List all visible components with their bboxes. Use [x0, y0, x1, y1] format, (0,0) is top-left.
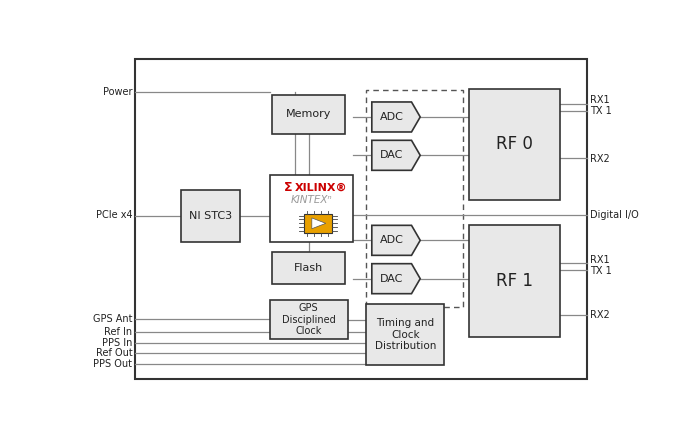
- FancyBboxPatch shape: [468, 89, 560, 200]
- Text: ADC: ADC: [380, 236, 404, 246]
- FancyBboxPatch shape: [269, 301, 348, 339]
- Polygon shape: [312, 218, 325, 229]
- Text: DAC: DAC: [380, 274, 403, 284]
- Text: RX2: RX2: [590, 310, 609, 320]
- Text: DAC: DAC: [380, 150, 403, 160]
- Text: RF 0: RF 0: [496, 136, 533, 153]
- Text: GPS Ant: GPS Ant: [93, 313, 133, 324]
- Text: RF 1: RF 1: [496, 272, 533, 290]
- FancyBboxPatch shape: [181, 191, 240, 242]
- FancyBboxPatch shape: [304, 213, 332, 233]
- Text: KINTEXⁿ: KINTEXⁿ: [291, 195, 332, 205]
- Text: Σ: Σ: [284, 181, 292, 194]
- Text: GPS
Disciplined
Clock: GPS Disciplined Clock: [282, 303, 335, 336]
- Text: NI STC3: NI STC3: [189, 211, 232, 221]
- Text: PPS Out: PPS Out: [94, 359, 133, 369]
- Text: Flash: Flash: [294, 263, 323, 273]
- Text: RX1
TX 1: RX1 TX 1: [590, 94, 611, 116]
- Text: Power: Power: [103, 87, 133, 97]
- Text: Timing and
Clock
Distribution: Timing and Clock Distribution: [375, 318, 436, 351]
- FancyBboxPatch shape: [272, 95, 345, 134]
- Text: Ref In: Ref In: [104, 327, 133, 337]
- Text: PCIe x4: PCIe x4: [96, 210, 133, 220]
- Polygon shape: [372, 102, 420, 132]
- FancyBboxPatch shape: [366, 304, 444, 365]
- Text: PPS In: PPS In: [102, 338, 133, 348]
- Text: RX1
TX 1: RX1 TX 1: [590, 255, 611, 276]
- Text: Ref Out: Ref Out: [96, 349, 133, 359]
- Polygon shape: [372, 264, 420, 294]
- FancyBboxPatch shape: [272, 252, 345, 284]
- Text: Digital I/O: Digital I/O: [590, 210, 638, 220]
- FancyBboxPatch shape: [269, 175, 353, 242]
- Text: XILINX®: XILINX®: [295, 182, 348, 192]
- FancyBboxPatch shape: [468, 225, 560, 337]
- FancyBboxPatch shape: [135, 58, 587, 379]
- Text: RX2: RX2: [590, 154, 609, 164]
- Polygon shape: [372, 225, 420, 255]
- Text: Memory: Memory: [286, 110, 331, 120]
- Polygon shape: [372, 140, 420, 170]
- Text: ADC: ADC: [380, 112, 404, 122]
